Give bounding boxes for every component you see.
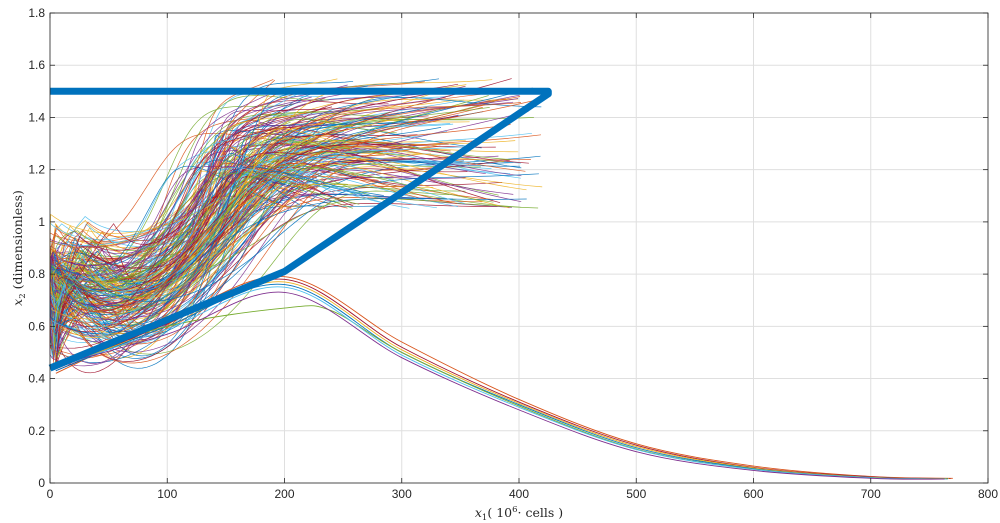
boundary-line: [48, 87, 552, 372]
trajectory-line: [49, 94, 268, 361]
trajectory-line: [52, 100, 389, 337]
trajectory-line: [57, 134, 542, 364]
trajectory-line: [52, 95, 329, 355]
y-tick-label: 1.2: [28, 163, 45, 177]
y-tick-label: 0.8: [28, 267, 45, 281]
trajectory-line: [54, 140, 511, 352]
y-tick-label: 1.8: [28, 6, 45, 20]
trajectory-line: [52, 123, 454, 358]
trajectory-line: [52, 96, 312, 317]
y-tick-label: 0.2: [28, 424, 45, 438]
x-tick-label: 200: [274, 487, 294, 501]
x-axis-label-sub: 1: [482, 513, 487, 523]
trajectory-line: [54, 140, 262, 319]
x-tick-label: 400: [509, 487, 529, 501]
boundary-region: [48, 87, 552, 372]
y-axis-ticks: 0 0.2 0.4 0.6 0.8 1 1.2 1.4 1.6 1.8: [28, 6, 988, 490]
trajectory-line: [49, 124, 329, 277]
trajectory-line: [52, 146, 468, 352]
trajectory-line: [53, 87, 533, 316]
trajectory-line: [54, 198, 527, 308]
y-tick-label: 1: [38, 215, 45, 229]
trajectory-line: [49, 96, 446, 307]
x-axis-ticks: 0 100 200 300 400 500 600 700 800: [47, 13, 998, 501]
trajectory-line: [54, 124, 511, 314]
trajectory-line: [49, 152, 373, 333]
trajectory-line: [54, 145, 526, 293]
trajectory-line: [54, 177, 466, 366]
x-axis-label: x1( 106· cells ): [475, 505, 563, 523]
x-tick-label: 700: [861, 487, 881, 501]
trajectory-line: [55, 157, 416, 335]
x-axis-label-open: ( 10: [487, 505, 512, 520]
trajectory-line: [55, 143, 335, 354]
trajectory-line: [53, 173, 539, 302]
trajectory-line: [49, 102, 522, 324]
y-tick-label: 1.4: [28, 110, 45, 124]
trajectory-line: [54, 107, 347, 331]
trajectory-line: [54, 159, 307, 353]
trajectory-line: [56, 164, 481, 305]
y-tick-label: 0.4: [28, 372, 45, 386]
trajectory-line: [57, 115, 459, 303]
escape-trajectory-line: [55, 291, 945, 480]
y-tick-label: 0.6: [28, 319, 45, 333]
trajectory-line: [54, 166, 543, 343]
trajectory-line: [54, 84, 348, 328]
x-tick-label: 800: [978, 487, 998, 501]
trajectory-line: [55, 143, 496, 291]
trajectory-line: [54, 112, 307, 328]
x-axis-label-var: x: [475, 505, 482, 520]
y-axis-label: x2 (dimensionless): [10, 190, 28, 306]
x-tick-label: 300: [392, 487, 412, 501]
x-tick-label: 500: [626, 487, 646, 501]
trajectory-line: [49, 79, 493, 365]
trajectory-line: [57, 124, 284, 311]
y-axis-label-rest: (dimensionless): [10, 190, 25, 293]
y-axis-label-var: x: [10, 299, 25, 306]
escape-trajectory-line: [55, 286, 946, 480]
trajectory-line: [49, 96, 521, 359]
x-tick-label: 600: [743, 487, 763, 501]
trajectory-line: [53, 147, 402, 340]
trajectory-line: [49, 145, 441, 357]
trajectory-line: [57, 79, 276, 308]
trajectory-line: [56, 164, 470, 309]
y-tick-label: 1.6: [28, 58, 45, 72]
y-tick-label: 0: [38, 476, 45, 490]
x-axis-label-sup: 6: [512, 505, 517, 515]
x-tick-label: 100: [157, 487, 177, 501]
x-tick-label: 0: [47, 487, 54, 501]
x-axis-label-rest: · cells ): [518, 505, 564, 520]
y-axis-label-sub: 2: [18, 293, 28, 298]
trajectory-line: [52, 155, 465, 330]
trajectory-line: [49, 171, 384, 335]
trajectory-line: [56, 198, 539, 321]
